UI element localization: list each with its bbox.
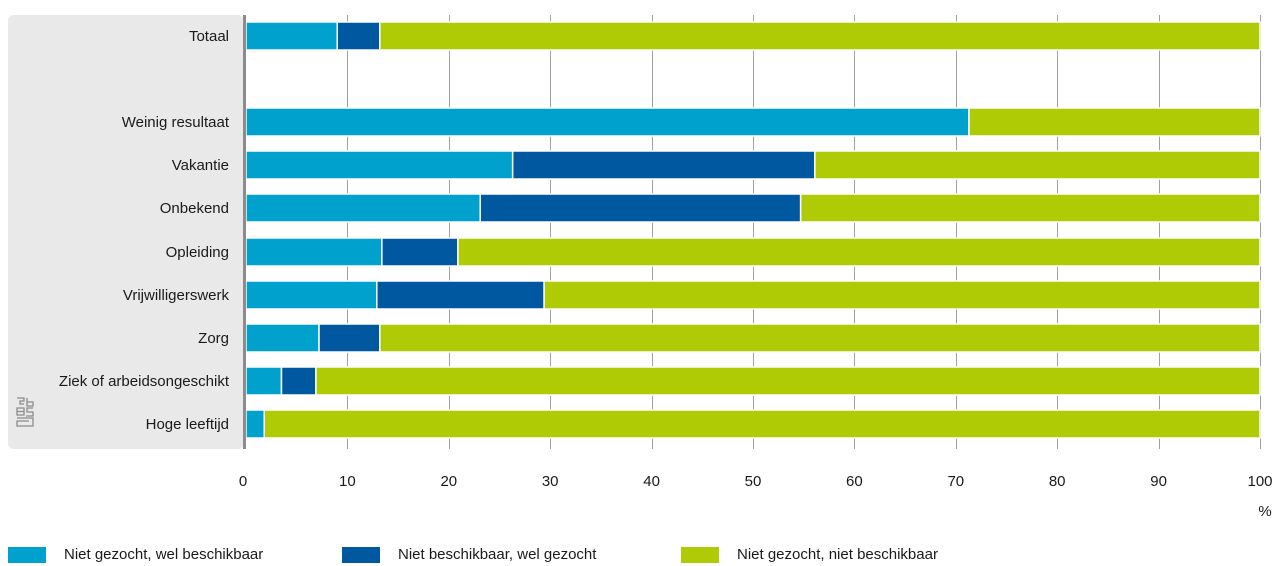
- bar-segment-1: [245, 237, 383, 267]
- category-panel: [8, 15, 244, 449]
- bar-segment-2: [381, 237, 459, 267]
- bar-segment-2: [336, 21, 381, 51]
- x-tick-label: 50: [745, 473, 762, 490]
- bar-segment-1: [245, 280, 378, 310]
- bar-segment-3: [379, 21, 1261, 51]
- bar-segment-1: [245, 21, 339, 51]
- x-tick-label: 20: [440, 473, 457, 490]
- cbs-logo-icon: [16, 397, 34, 427]
- bar-segment-3: [315, 366, 1261, 396]
- x-tick-label: 40: [643, 473, 660, 490]
- legend-label: Niet beschikbaar, wel gezocht: [398, 546, 597, 563]
- bar-segment-3: [457, 237, 1261, 267]
- bar-segment-3: [814, 150, 1261, 180]
- category-label: Ziek of arbeidsongeschikt: [59, 373, 230, 390]
- category-label: Zorg: [198, 330, 229, 347]
- x-tick-label: 0: [239, 473, 247, 490]
- bar-segment-1: [245, 366, 283, 396]
- legend-item: Niet beschikbaar, wel gezocht: [342, 546, 596, 563]
- x-unit-label: %: [1258, 503, 1271, 520]
- bar-segment-2: [280, 366, 317, 396]
- legend-swatch: [342, 546, 380, 563]
- x-tick-labels: 0 10 20 30 40 50 60 70 80 90 100: [239, 473, 1273, 490]
- category-label: Vrijwilligerswerk: [123, 287, 230, 304]
- bar-segment-2: [318, 323, 381, 353]
- legend-swatch: [681, 546, 719, 563]
- legend-item: Niet gezocht, wel beschikbaar: [8, 546, 263, 563]
- bar-segment-1: [245, 107, 970, 137]
- bar-segment-2: [376, 280, 545, 310]
- x-tick-label: 100: [1247, 473, 1272, 490]
- x-tick-label: 10: [339, 473, 356, 490]
- x-tick-label: 60: [846, 473, 863, 490]
- category-label: Totaal: [189, 28, 229, 45]
- bar-segment-1: [245, 193, 481, 223]
- bar-segment-3: [263, 409, 1261, 439]
- x-tick-label: 30: [542, 473, 559, 490]
- bar-segment-3: [379, 323, 1261, 353]
- legend: Niet gezocht, wel beschikbaar Niet beschi…: [0, 546, 1275, 566]
- category-label: Weinig resultaat: [122, 114, 230, 131]
- bar-segment-1: [245, 150, 514, 180]
- category-labels: Totaal Weinig resultaat Vakantie Onbekend Op…: [59, 28, 230, 433]
- category-label: Hoge leeftijd: [146, 416, 229, 433]
- legend-swatch: [8, 546, 46, 563]
- x-tick-label: 70: [947, 473, 964, 490]
- legend-label: Niet gezocht, niet beschikbaar: [737, 546, 938, 563]
- bars: [245, 21, 1261, 439]
- category-label: Opleiding: [166, 244, 229, 261]
- legend-label: Niet gezocht, wel beschikbaar: [64, 546, 264, 563]
- category-label: Vakantie: [172, 157, 229, 174]
- legend-item: Niet gezocht, niet beschikbaar: [681, 546, 938, 563]
- bar-segment-2: [511, 150, 816, 180]
- bar-segment-1: [245, 409, 266, 439]
- category-label: Onbekend: [160, 200, 229, 217]
- stacked-bar-chart: Totaal Weinig resultaat Vakantie Onbekend Op…: [8, 15, 1273, 520]
- x-tick-label: 80: [1049, 473, 1066, 490]
- bar-segment-1: [245, 323, 320, 353]
- bar-segment-2: [479, 193, 802, 223]
- x-tick-label: 90: [1150, 473, 1167, 490]
- bar-segment-3: [799, 193, 1261, 223]
- bar-segment-3: [543, 280, 1261, 310]
- bar-segment-3: [968, 107, 1261, 137]
